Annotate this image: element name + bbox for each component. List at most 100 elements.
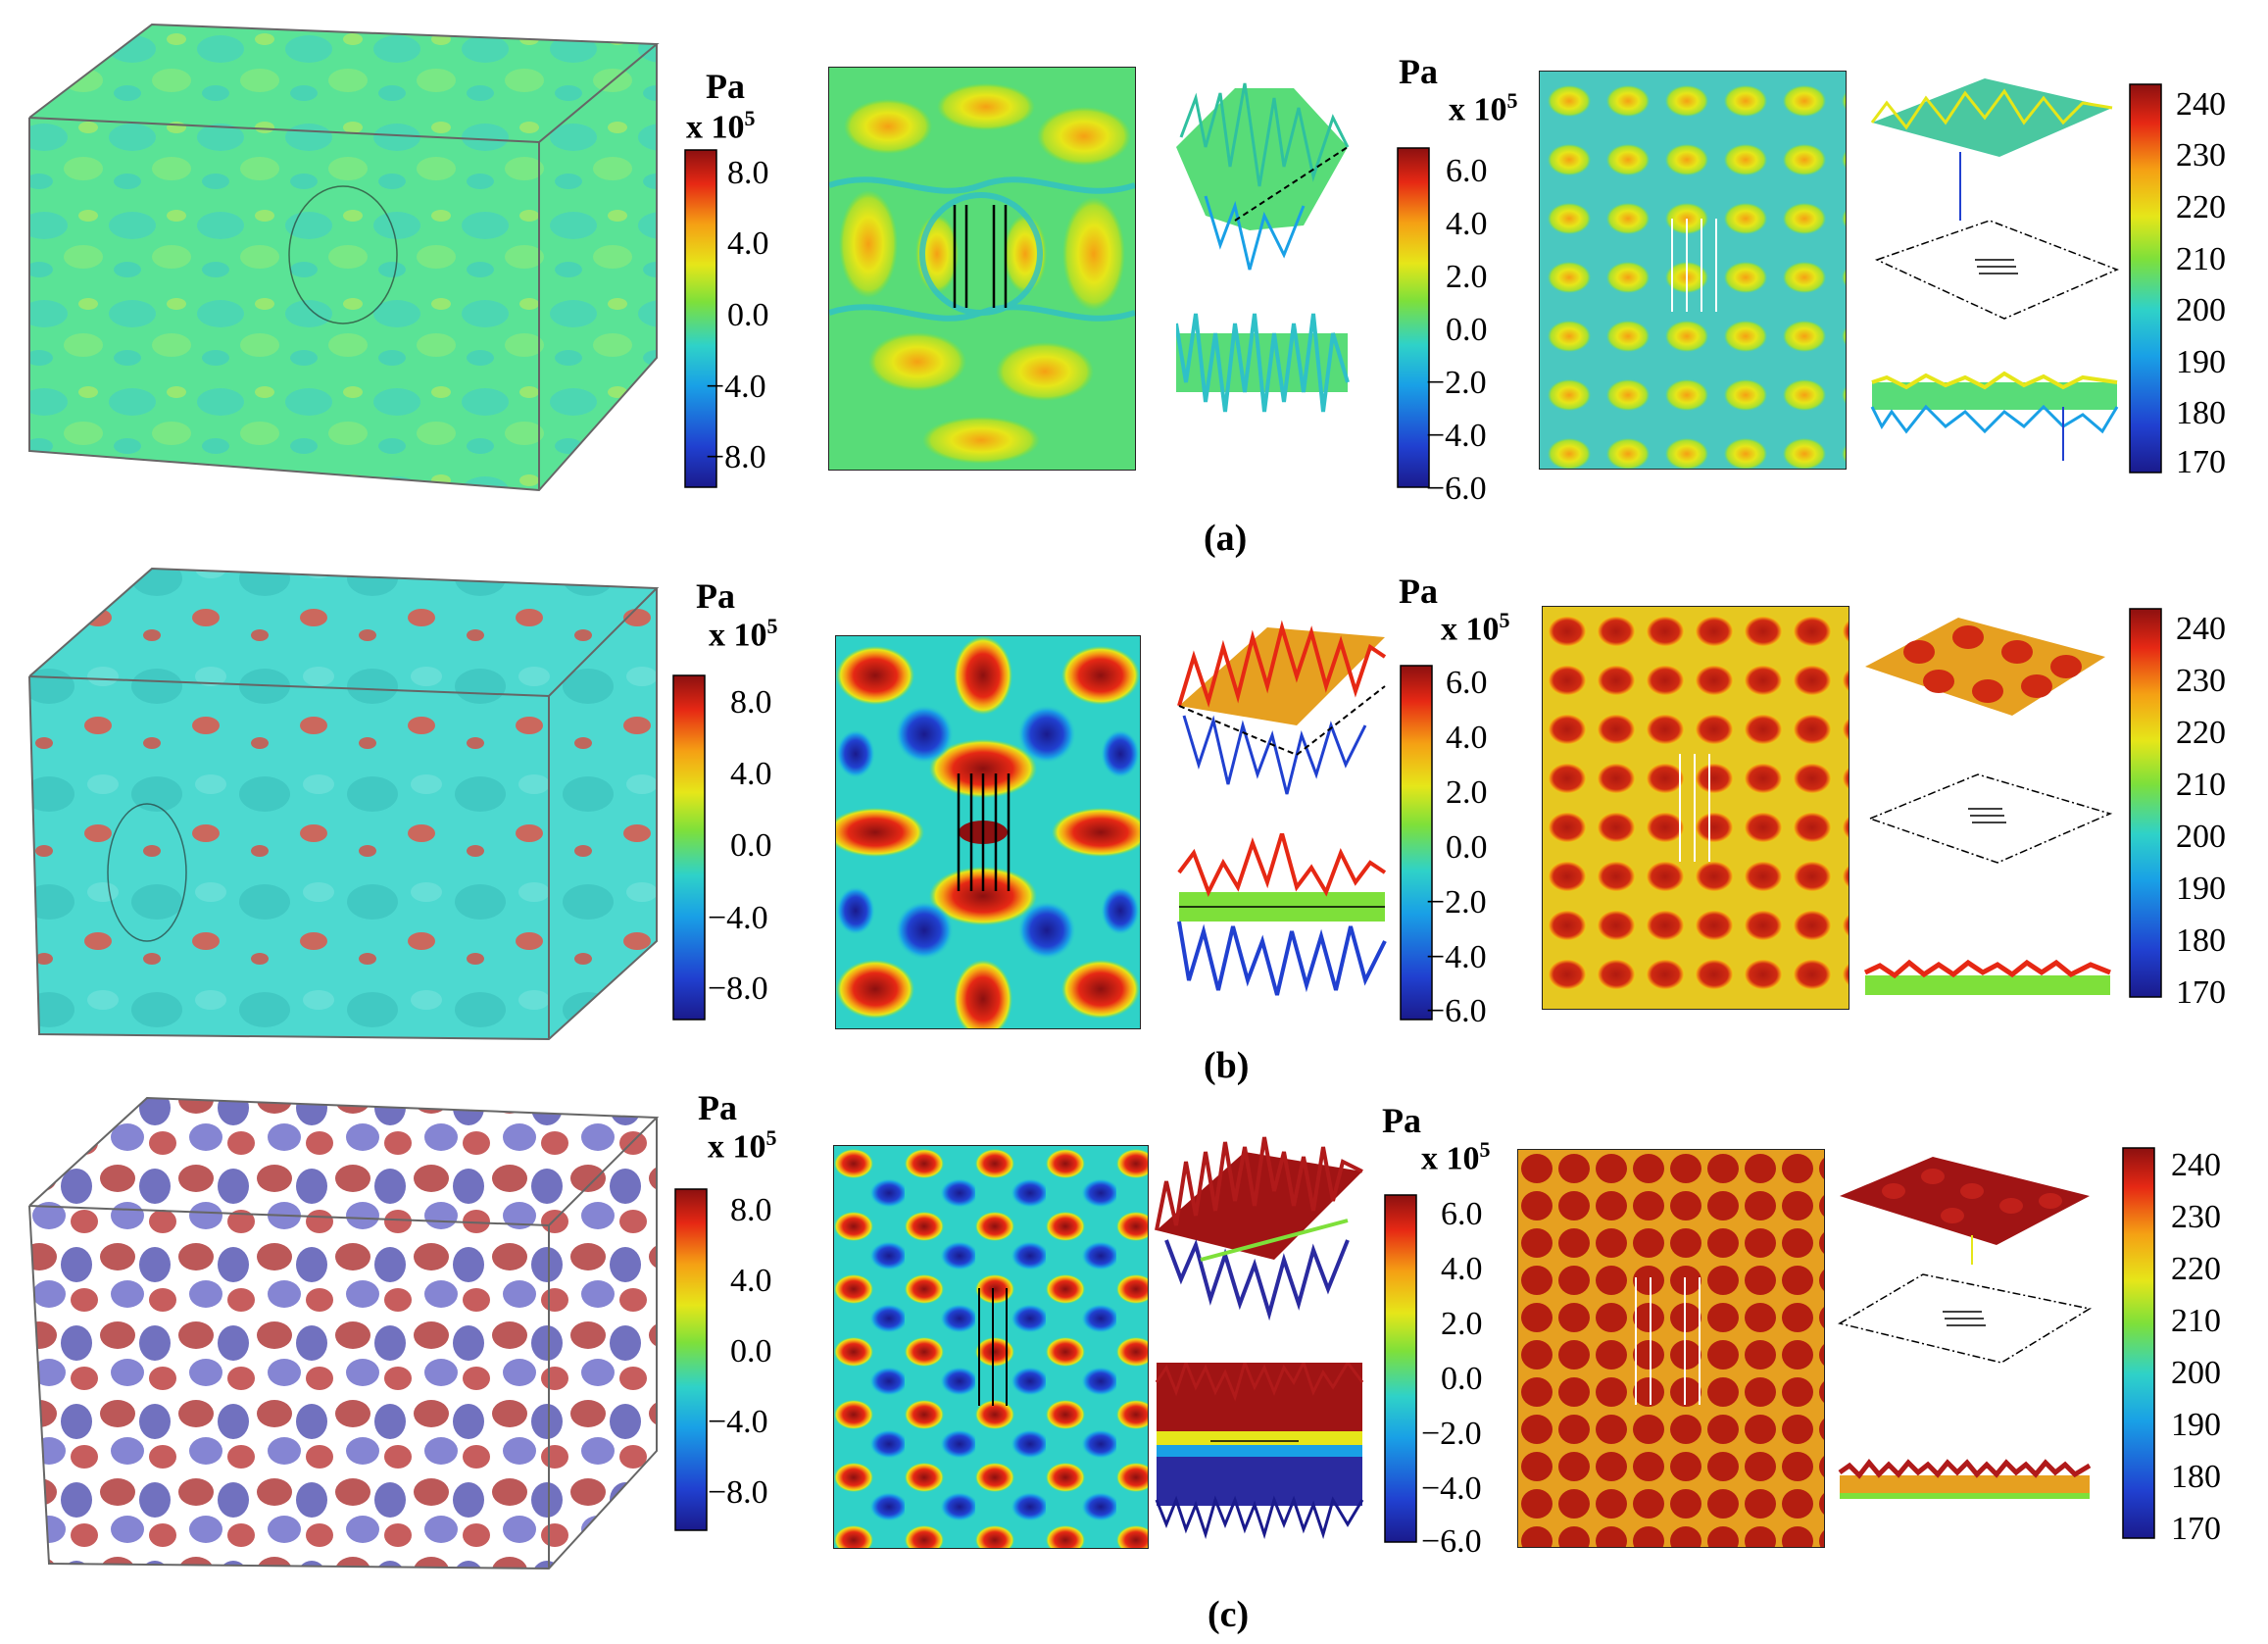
pressure-surface-3d-c	[1155, 1136, 1363, 1321]
cb-b1-tick-1: 4.0	[730, 756, 772, 792]
cb-a2-tick-2: 2.0	[1446, 259, 1488, 295]
unit-pa-c2: Pa	[1382, 1101, 1421, 1140]
cb-b2-tick-1: 4.0	[1446, 720, 1488, 756]
pressure-map-a	[828, 67, 1136, 471]
unit-scale-c2: x 105	[1421, 1137, 1491, 1177]
cb-a1-tick-1: 4.0	[727, 225, 769, 262]
cb-b3-tick-6: 180	[2176, 922, 2226, 959]
colorbar-c2	[1384, 1194, 1417, 1543]
row-a: Pa x 105 8.0 4.0 0.0 −4.0 −8.0	[0, 0, 2268, 569]
cb-a1-tick-4: −8.0	[706, 439, 766, 475]
cb-c3-tick-5: 190	[2171, 1407, 2221, 1443]
cb-c2-tick-4: −2.0	[1421, 1416, 1482, 1452]
cb-c3-tick-2: 220	[2171, 1251, 2221, 1287]
colorbar-c3	[2122, 1147, 2155, 1539]
unit-pa-b1: Pa	[696, 576, 735, 616]
cb-c1-tick-2: 0.0	[730, 1333, 772, 1370]
cb-a2-tick-3: 0.0	[1446, 312, 1488, 348]
unit-scale-c1: x 105	[708, 1125, 777, 1166]
cb-c2-tick-2: 2.0	[1441, 1306, 1483, 1342]
cb-c1-tick-3: −4.0	[708, 1404, 768, 1440]
unit-scale-a2: x 105	[1449, 88, 1518, 128]
caption-a: (a)	[1204, 518, 1248, 559]
cb-b3-tick-5: 190	[2176, 871, 2226, 907]
cb-b2-tick-0: 6.0	[1446, 665, 1488, 701]
temperature-surface-3d-b	[1863, 618, 2113, 995]
cb-a2-tick-0: 6.0	[1446, 153, 1488, 189]
cb-a3-tick-4: 200	[2176, 292, 2226, 328]
cb-b1-tick-2: 0.0	[730, 827, 772, 864]
cb-a2-tick-6: −6.0	[1426, 471, 1487, 507]
cb-c3-tick-3: 210	[2171, 1303, 2221, 1339]
isosurface-box-c	[28, 1096, 660, 1570]
cb-c3-tick-4: 200	[2171, 1355, 2221, 1391]
caption-c: (c)	[1208, 1594, 1250, 1635]
cb-a1-tick-3: −4.0	[706, 369, 766, 405]
colorbar-b2	[1400, 665, 1433, 1021]
cb-b2-tick-4: −2.0	[1426, 884, 1487, 921]
cb-a3-tick-6: 180	[2176, 395, 2226, 431]
colorbar-a2	[1397, 147, 1430, 488]
cb-b3-tick-4: 200	[2176, 819, 2226, 855]
cb-c3-tick-7: 170	[2171, 1511, 2221, 1547]
colorbar-c1	[674, 1188, 708, 1531]
temperature-surface-3d-a	[1870, 78, 2119, 461]
cb-c1-tick-4: −8.0	[708, 1474, 768, 1511]
cb-a3-tick-2: 220	[2176, 189, 2226, 225]
cb-b1-tick-3: −4.0	[708, 900, 768, 936]
pressure-surface-side-c	[1155, 1363, 1364, 1539]
cb-c3-tick-6: 180	[2171, 1459, 2221, 1495]
cb-c2-tick-1: 4.0	[1441, 1251, 1483, 1287]
cb-c3-tick-0: 240	[2171, 1147, 2221, 1183]
cb-c2-tick-0: 6.0	[1441, 1196, 1483, 1232]
unit-scale-b1: x 105	[709, 614, 778, 654]
cb-b2-tick-2: 2.0	[1446, 774, 1488, 811]
colorbar-b3	[2129, 608, 2162, 998]
cb-a2-tick-1: 4.0	[1446, 206, 1488, 242]
cb-b1-tick-4: −8.0	[708, 971, 768, 1007]
cb-c1-tick-1: 4.0	[730, 1263, 772, 1299]
temperature-map-a	[1539, 71, 1847, 470]
unit-scale-a1: x 105	[686, 106, 756, 146]
pressure-map-b	[835, 635, 1141, 1029]
temperature-map-c	[1517, 1149, 1825, 1548]
temperature-map-b	[1542, 606, 1849, 1010]
pressure-surface-side-b	[1177, 833, 1387, 996]
unit-scale-b2: x 105	[1441, 608, 1510, 648]
cb-a2-tick-4: −2.0	[1426, 365, 1487, 401]
unit-pa-a1: Pa	[706, 67, 745, 106]
cb-b3-tick-7: 170	[2176, 974, 2226, 1011]
caption-b: (b)	[1204, 1045, 1250, 1086]
unit-pa-a2: Pa	[1399, 52, 1438, 91]
cb-a3-tick-5: 190	[2176, 344, 2226, 380]
isosurface-box-b	[28, 567, 660, 1041]
cb-b2-tick-5: −4.0	[1426, 939, 1487, 975]
cb-c2-tick-3: 0.0	[1441, 1361, 1483, 1397]
cb-a3-tick-0: 240	[2176, 86, 2226, 123]
cb-b2-tick-3: 0.0	[1446, 829, 1488, 866]
colorbar-a3	[2129, 83, 2162, 473]
isosurface-box-a	[28, 23, 660, 492]
row-b: Pa x 105 8.0 4.0 0.0 −4.0 −8.0	[0, 549, 2268, 1098]
cb-c3-tick-1: 230	[2171, 1199, 2221, 1235]
cb-b3-tick-3: 210	[2176, 767, 2226, 803]
cb-c2-tick-5: −4.0	[1421, 1470, 1482, 1507]
cb-b1-tick-0: 8.0	[730, 684, 772, 721]
row-c: Pa x 105 8.0 4.0 0.0 −4.0 −8.0 Pa x 105 …	[0, 1078, 2268, 1644]
pressure-map-c	[833, 1145, 1149, 1549]
pressure-surface-3d-b	[1177, 620, 1387, 795]
cb-c2-tick-6: −6.0	[1421, 1523, 1482, 1560]
cb-a3-tick-3: 210	[2176, 241, 2226, 277]
cb-a3-tick-7: 170	[2176, 444, 2226, 480]
unit-pa-c1: Pa	[698, 1088, 737, 1127]
cb-a2-tick-5: −4.0	[1426, 418, 1487, 454]
cb-a1-tick-0: 8.0	[727, 155, 769, 191]
pressure-surface-3d-a	[1176, 82, 1350, 271]
pressure-surface-side-a	[1176, 313, 1350, 413]
unit-pa-b2: Pa	[1399, 572, 1438, 611]
colorbar-a1	[684, 149, 717, 488]
cb-b3-tick-1: 230	[2176, 663, 2226, 699]
cb-b3-tick-0: 240	[2176, 611, 2226, 647]
cb-b3-tick-2: 220	[2176, 715, 2226, 751]
cb-b2-tick-6: −6.0	[1426, 993, 1487, 1029]
